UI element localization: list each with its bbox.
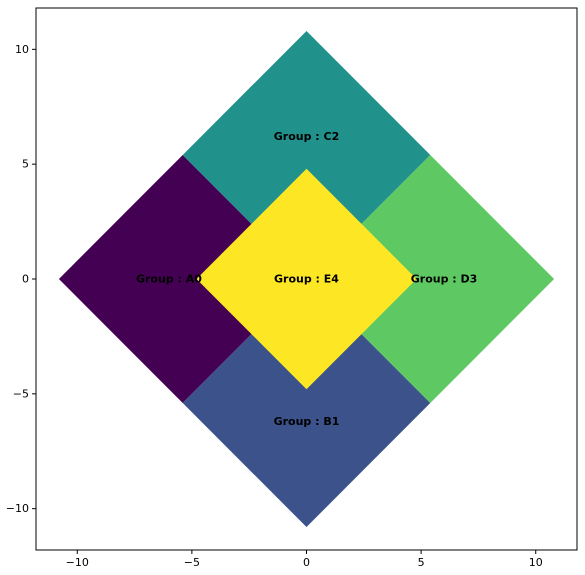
x-tick-label: −10 <box>66 556 89 569</box>
x-tick-label: 10 <box>529 556 543 569</box>
x-tick-label: 5 <box>418 556 425 569</box>
group-label-3: Group : D3 <box>411 273 478 286</box>
group-label-0: Group : A0 <box>136 273 202 286</box>
y-tick-label: 0 <box>22 273 29 286</box>
group-label-4: Group : E4 <box>274 273 339 286</box>
y-tick-label: −5 <box>13 387 29 400</box>
x-tick-label: 0 <box>303 556 310 569</box>
y-tick-label: 10 <box>15 43 29 56</box>
y-tick-label: −10 <box>6 502 29 515</box>
x-tick-label: −5 <box>184 556 200 569</box>
y-tick-label: 5 <box>22 158 29 171</box>
group-label-1: Group : B1 <box>274 415 340 428</box>
group-label-2: Group : C2 <box>274 130 340 143</box>
